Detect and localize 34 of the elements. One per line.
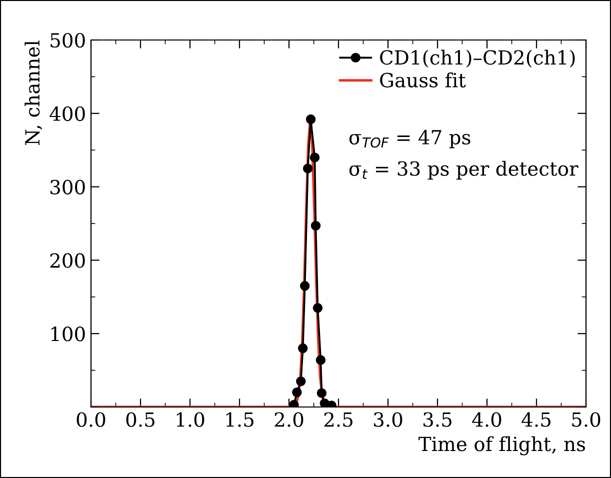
annotation: σ$_{TOF}$ = 47 ps (349, 130, 470, 148)
x-tick-label: 0.5 (126, 412, 154, 427)
point (298, 343, 308, 354)
annotation: σ$_{t}$ = 33 ps per detector (349, 160, 578, 180)
y-tick-label: 100 (51, 326, 85, 342)
legend-label: CD1(ch1)–CD2(ch1) (380, 50, 575, 68)
x-tick-label: 1.0 (176, 412, 204, 427)
legend-label: Gauss fit (380, 72, 466, 88)
point (292, 387, 302, 398)
x-tick-label: 2.0 (274, 412, 304, 427)
x-tick-label: 3.0 (374, 412, 402, 427)
x-axis-title: Time of flight, ns (418, 436, 585, 456)
x-tick-label: 0.0 (76, 412, 106, 427)
y-tick-label: 200 (50, 253, 85, 268)
point (316, 355, 326, 365)
point (300, 281, 310, 291)
point (312, 303, 323, 313)
point (310, 220, 321, 231)
point (310, 152, 320, 162)
y-axis-title: N, channel (24, 40, 42, 145)
point (296, 376, 306, 386)
x-tick-label: 4.5 (522, 412, 550, 427)
y-tick-label: 400 (50, 106, 85, 122)
point (302, 164, 313, 174)
x-tick-label: 2.5 (324, 412, 352, 427)
point (306, 114, 316, 124)
x-tick-label: 1.5 (226, 412, 254, 427)
x-tick-label: 3.5 (424, 412, 452, 427)
x-tick-label: 5.0 (572, 412, 600, 427)
point (289, 400, 299, 407)
point (316, 388, 327, 398)
y-tick-label: 300 (50, 180, 85, 194)
x-tick-label: 4.0 (472, 412, 502, 427)
y-tick-label: 500 (50, 32, 85, 48)
